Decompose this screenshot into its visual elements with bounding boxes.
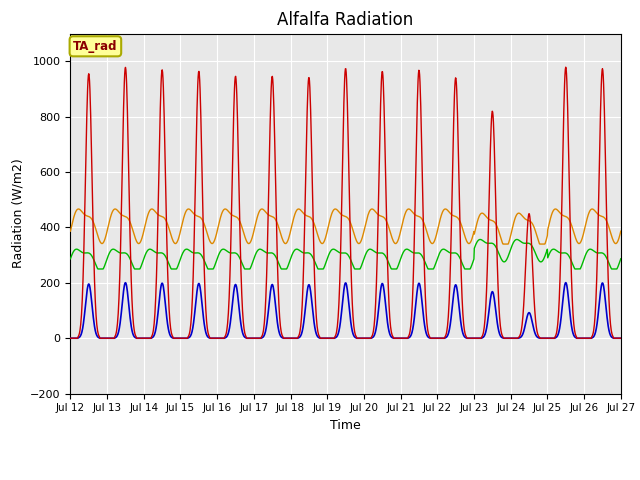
X-axis label: Time: Time xyxy=(330,419,361,432)
Title: Alfalfa Radiation: Alfalfa Radiation xyxy=(278,11,413,29)
Text: TA_rad: TA_rad xyxy=(73,40,118,53)
Y-axis label: Radiation (W/m2): Radiation (W/m2) xyxy=(12,159,24,268)
Legend: SWin, SWout, LWin, LWout: SWin, SWout, LWin, LWout xyxy=(202,479,489,480)
